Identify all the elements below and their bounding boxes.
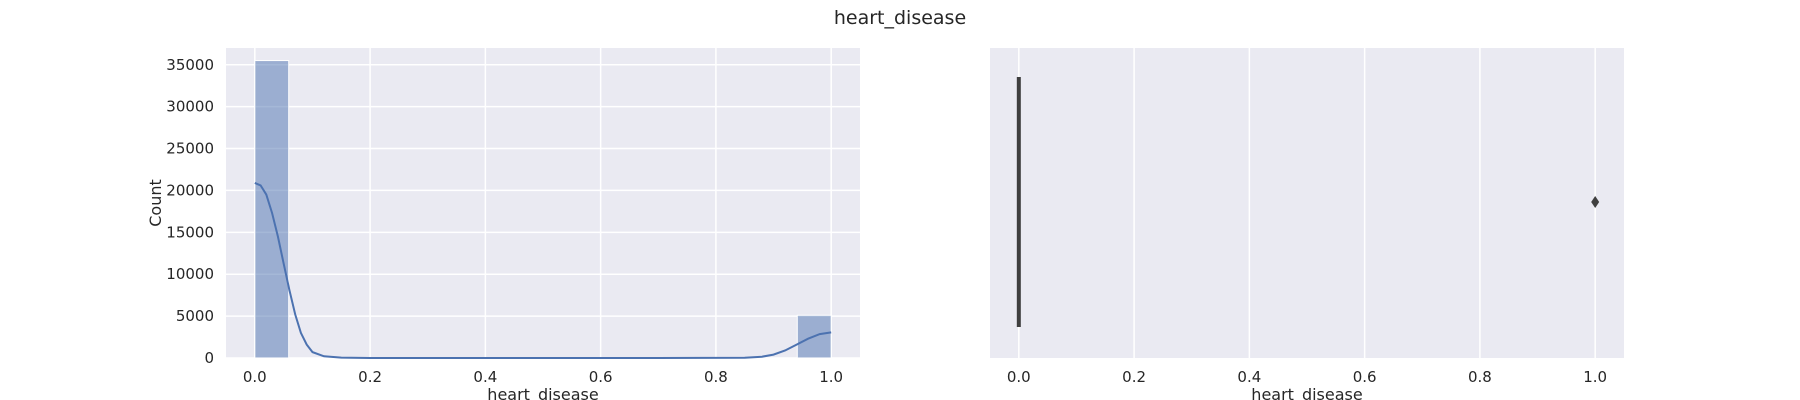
boxplot-x-tick-label: 0.8 xyxy=(1468,368,1492,386)
histogram-x-axis-label: heart_disease xyxy=(487,385,598,400)
histogram-y-tick-label: 25000 xyxy=(166,140,214,158)
boxplot-x-tick-label: 0.6 xyxy=(1353,368,1377,386)
kde-curve xyxy=(254,181,832,359)
histogram-y-tick-label: 20000 xyxy=(166,181,214,199)
boxplot-x-tick-labels: 0.0 0.2 0.4 0.6 0.8 1.0 xyxy=(1007,368,1607,386)
boxplot-x-tick-label: 0.2 xyxy=(1122,368,1146,386)
histogram-gridlines xyxy=(226,48,860,359)
figure-title: heart_disease xyxy=(834,7,966,29)
histogram-y-tick-label: 30000 xyxy=(166,98,214,116)
histogram-x-tick-label: 0.6 xyxy=(589,368,613,386)
histogram-y-tick-labels: 0 5000 10000 15000 20000 25000 30000 35000 xyxy=(166,56,214,367)
histogram-y-tick-label: 15000 xyxy=(166,223,214,241)
histogram-x-tick-label: 0.4 xyxy=(473,368,497,386)
boxplot-x-tick-label: 1.0 xyxy=(1583,368,1607,386)
boxplot-x-tick-label: 0.0 xyxy=(1007,368,1031,386)
histogram-x-tick-label: 0.2 xyxy=(358,368,382,386)
histogram-y-tick-label: 10000 xyxy=(166,265,214,283)
box-outlier-marker xyxy=(1591,196,1600,208)
boxplot-x-axis-label: heart_disease xyxy=(1251,385,1362,400)
boxplot-plot-area xyxy=(990,48,1624,358)
boxplot-x-tick-label: 0.4 xyxy=(1237,368,1261,386)
histogram-x-tick-labels: 0.0 0.2 0.4 0.6 0.8 1.0 xyxy=(243,368,843,386)
histogram-y-tick-label: 0 xyxy=(204,349,214,367)
histogram-x-tick-label: 0.8 xyxy=(704,368,728,386)
histogram-panel: 0.0 0.2 0.4 0.6 0.8 1.0 0 5000 10000 15000 20000 2… xyxy=(146,48,860,400)
boxplot-box xyxy=(1016,77,1600,327)
boxplot-panel: 0.0 0.2 0.4 0.6 0.8 1.0 heart_disease xyxy=(990,48,1624,400)
histogram-x-tick-label: 0.0 xyxy=(243,368,267,386)
histogram-x-tick-label: 1.0 xyxy=(819,368,843,386)
histogram-y-tick-label: 35000 xyxy=(166,56,214,74)
histogram-y-tick-label: 5000 xyxy=(176,307,214,325)
histogram-plot-area xyxy=(226,48,860,358)
histogram-y-axis-label: Count xyxy=(146,179,165,227)
